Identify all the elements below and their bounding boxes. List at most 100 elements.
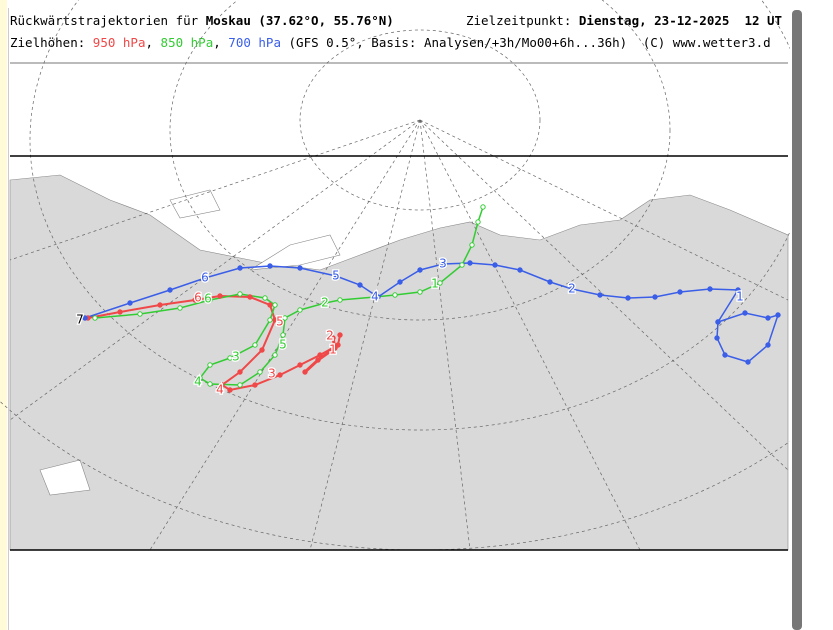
header-row: Rückwärtstrajektorien für Moskau (37.62°…	[10, 10, 788, 32]
trajectory-point	[440, 261, 446, 267]
trajectory-point	[272, 302, 278, 308]
hour-label: 4	[371, 290, 379, 304]
hour-label: 2	[568, 282, 576, 296]
trajectory-point	[217, 293, 223, 299]
land	[9, 174, 789, 551]
trajectory-point	[357, 282, 363, 288]
trajectory-point	[207, 362, 213, 368]
hour-label: 5	[276, 315, 284, 329]
trajectory-point	[237, 382, 243, 388]
trajectory-point	[237, 265, 243, 271]
trajectory-point	[267, 317, 273, 323]
trajectory-point	[715, 319, 721, 325]
trajectory-point	[82, 315, 88, 321]
trajectory-point	[333, 273, 339, 279]
trajectory-point	[742, 310, 748, 316]
trajectory-point	[297, 307, 303, 313]
trajectory-point	[272, 352, 278, 358]
hour-label: 2	[326, 329, 334, 343]
trajectory-point	[227, 387, 233, 393]
header: Rückwärtstrajektorien für Moskau (37.62°…	[10, 10, 788, 64]
trajectory-point	[252, 382, 258, 388]
trajectory-point	[259, 347, 265, 353]
trajectory-point	[302, 369, 308, 375]
trajectory-point	[714, 335, 720, 341]
trajectory-point	[177, 305, 183, 311]
trajectory-point	[277, 372, 283, 378]
trajectory-point	[569, 286, 575, 292]
trajectory-point	[392, 292, 398, 298]
trajectory-point	[475, 219, 481, 225]
trajectory-point	[417, 289, 423, 295]
trajectory-point	[417, 267, 423, 273]
hour-label: 2	[321, 296, 329, 310]
trajectory-point	[735, 287, 741, 293]
info: (GFS 0.5°, Basis: Analysen/+3h/Mo00+6h..…	[288, 35, 628, 50]
trajectory-point	[332, 345, 338, 351]
header-row: Zielhöhen: 950 hPa, 850 hPa, 700 hPa (GF…	[10, 32, 788, 54]
trajectory-point	[127, 300, 133, 306]
trajectory-point	[207, 381, 213, 387]
trajectory-point	[330, 335, 336, 341]
trajectory-point	[167, 287, 173, 293]
location: Moskau (37.62°O, 55.76°N)	[205, 13, 394, 28]
hour-label: 3	[232, 350, 240, 364]
copyright: (C) www.wetter3.d	[642, 35, 771, 50]
side-strip	[0, 0, 7, 630]
trajectory-point	[297, 265, 303, 271]
hour-label: 4	[216, 383, 224, 397]
trajectory-point	[252, 342, 258, 348]
trajectory	[87, 294, 341, 392]
trajectory-point	[315, 357, 321, 363]
trajectory-point	[247, 294, 253, 300]
separator: ,	[213, 35, 221, 50]
trajectory-point	[597, 292, 603, 298]
trajectory-point	[92, 315, 98, 321]
trajectory-point	[517, 267, 523, 273]
level: 850 hPa	[160, 35, 214, 50]
trajectory-point	[317, 352, 323, 358]
hour-label: 6	[204, 292, 212, 306]
trajectory-point	[492, 262, 498, 268]
heights-label: Zielhöhen:	[10, 35, 86, 50]
level: 950 hPa	[92, 35, 146, 50]
trajectory-point	[272, 317, 278, 323]
trajectory-point	[202, 275, 208, 281]
trajectory-point	[765, 342, 771, 348]
trajectory-point	[297, 362, 303, 368]
trajectory-point	[467, 260, 473, 266]
trajectory-point	[157, 302, 163, 308]
trajectory-point	[197, 375, 203, 381]
trajectory-point	[707, 286, 713, 292]
level: 700 hPa	[228, 35, 281, 50]
trajectory-point	[337, 332, 343, 338]
hour-label: 7	[76, 313, 84, 327]
hour-label: 1	[431, 277, 439, 291]
trajectory-point	[745, 359, 751, 365]
trajectory-point	[207, 297, 213, 303]
trajectory-point	[280, 332, 286, 338]
trajectory-point	[237, 369, 243, 375]
hour-label: 6	[194, 291, 202, 305]
trajectory-point	[137, 311, 143, 317]
hour-label: 1	[329, 343, 337, 357]
hour-label: 1	[736, 290, 744, 304]
hour-label: 6	[201, 271, 209, 285]
separator: ,	[145, 35, 154, 50]
trajectory-point	[480, 204, 486, 210]
trajectory-point	[459, 262, 465, 268]
trajectory-point	[267, 263, 273, 269]
trajectory-point	[625, 295, 631, 301]
trajectory-point	[765, 315, 771, 321]
trajectory-point	[437, 280, 443, 286]
trajectory-point	[237, 291, 243, 297]
trajectory	[303, 337, 337, 374]
trajectory-point	[257, 369, 263, 375]
trajectory-point	[652, 294, 658, 300]
scrollbar[interactable]	[792, 10, 802, 630]
target-label: Zielzeitpunkt:	[466, 13, 572, 28]
hour-label: 4	[194, 375, 202, 389]
title-prefix: Rückwärtstrajektorien für	[10, 13, 199, 28]
trajectory-point	[282, 315, 288, 321]
